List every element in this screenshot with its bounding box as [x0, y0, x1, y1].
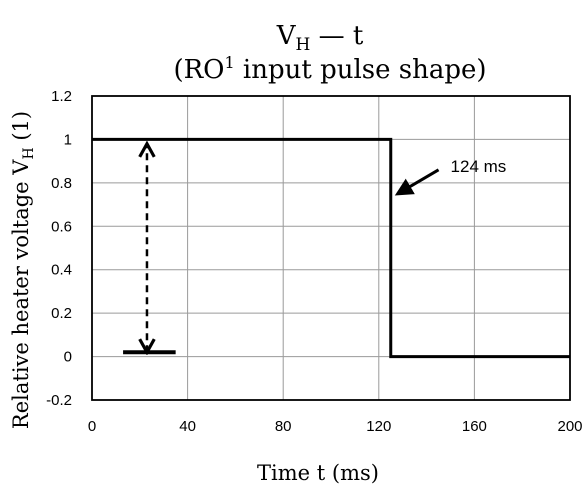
pulse-width-arrow: [394, 168, 440, 196]
x-axis-title: Time t (ms): [257, 461, 379, 485]
y-tick-label: -0.2: [46, 392, 72, 409]
y-tick-label: 0.8: [51, 175, 72, 192]
grid: [91, 95, 571, 401]
pulse-width-label: 124 ms: [451, 157, 507, 176]
y-tick-label: 1: [64, 131, 72, 148]
y-axis-title: Relative heater voltage VH (1): [9, 111, 37, 429]
x-tick-label: 160: [462, 418, 487, 435]
x-tick-label: 80: [275, 418, 292, 435]
y-tick-label: 0: [64, 349, 72, 366]
x-tick-label: 0: [88, 418, 96, 435]
x-tick-label: 120: [366, 418, 391, 435]
x-tick-label: 200: [557, 418, 582, 435]
series: [92, 137, 570, 359]
chart-subtitle: (RO1 input pulse shape): [173, 53, 486, 85]
annotations: 124 ms: [123, 144, 506, 352]
chart-title: VH — t: [276, 21, 364, 55]
pulse-line: [92, 137, 570, 359]
y-tick-label: 0.4: [51, 262, 72, 279]
y-tick-label: 1.2: [51, 88, 72, 105]
y-tick-labels: -0.2 0 0.2 0.4 0.6 0.8 1 1.2: [46, 88, 72, 409]
x-tick-labels: 0 40 80 120 160 200: [88, 418, 583, 435]
y-tick-label: 0.2: [51, 305, 72, 322]
x-tick-label: 40: [179, 418, 196, 435]
y-tick-label: 0.6: [51, 218, 72, 235]
plot-frame: [91, 95, 571, 401]
